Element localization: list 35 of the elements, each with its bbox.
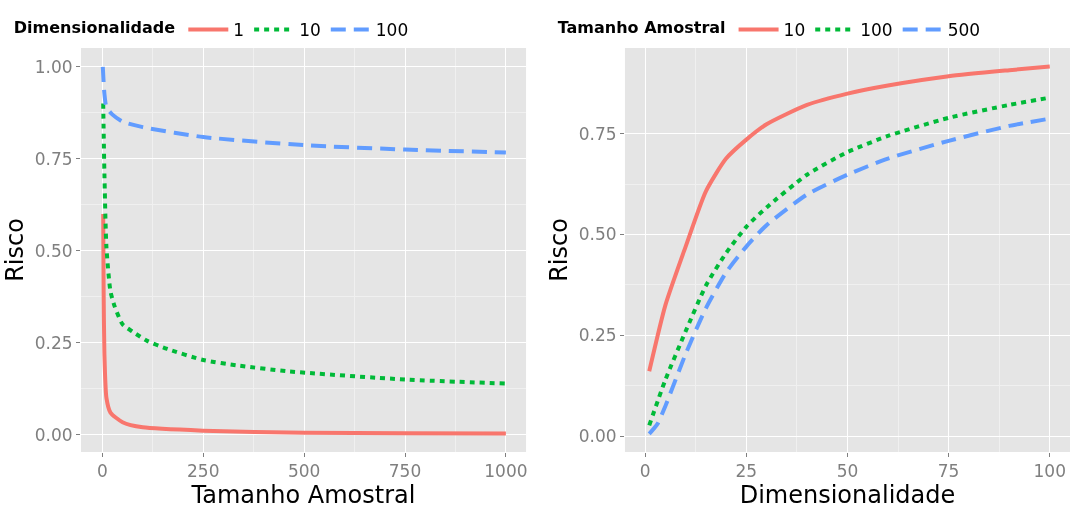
y-tick-label: 0.25 — [34, 332, 73, 353]
legend-title: Tamanho Amostral — [557, 17, 726, 37]
y-tick-label: 0.50 — [34, 240, 73, 261]
legend-label: 1 — [233, 20, 245, 41]
x-tick-label: 75 — [937, 461, 960, 482]
legend-title: Dimensionalidade — [13, 17, 176, 37]
legend-label: 100 — [860, 20, 893, 41]
y-axis-title: Risco — [544, 218, 573, 282]
y-tick-label: 0.50 — [578, 224, 617, 245]
x-tick-label: 25 — [735, 461, 758, 482]
line-series — [100, 64, 508, 155]
x-tick-label: 0 — [96, 461, 108, 482]
x-tick-label: 50 — [836, 461, 859, 482]
y-axis-title: Risco — [0, 218, 29, 282]
x-tick-label: 500 — [287, 461, 321, 482]
legend-label: 10 — [783, 20, 806, 41]
legend-label: 100 — [375, 20, 409, 41]
legend-label: 10 — [299, 20, 321, 41]
legend-label: 500 — [947, 20, 981, 41]
line-series — [101, 101, 508, 386]
y-tick-label: 0.75 — [34, 148, 73, 169]
x-tick-label: 100 — [1033, 461, 1066, 482]
x-tick-label: 1000 — [484, 461, 528, 482]
y-tick-label: 1.00 — [34, 56, 73, 77]
x-tick-label: 750 — [388, 461, 422, 482]
x-axis-title: Tamanho Amostral — [190, 481, 416, 510]
y-tick-label: 0.00 — [578, 426, 617, 447]
x-axis-title: Dimensionalidade — [739, 481, 956, 510]
line-series — [101, 211, 508, 436]
x-tick-label: 0 — [639, 461, 651, 482]
x-tick-label: 250 — [187, 461, 220, 482]
line-series — [647, 64, 1052, 374]
y-tick-label: 0.75 — [578, 123, 617, 144]
y-tick-label: 0.00 — [34, 424, 73, 445]
y-tick-label: 0.25 — [578, 325, 617, 346]
